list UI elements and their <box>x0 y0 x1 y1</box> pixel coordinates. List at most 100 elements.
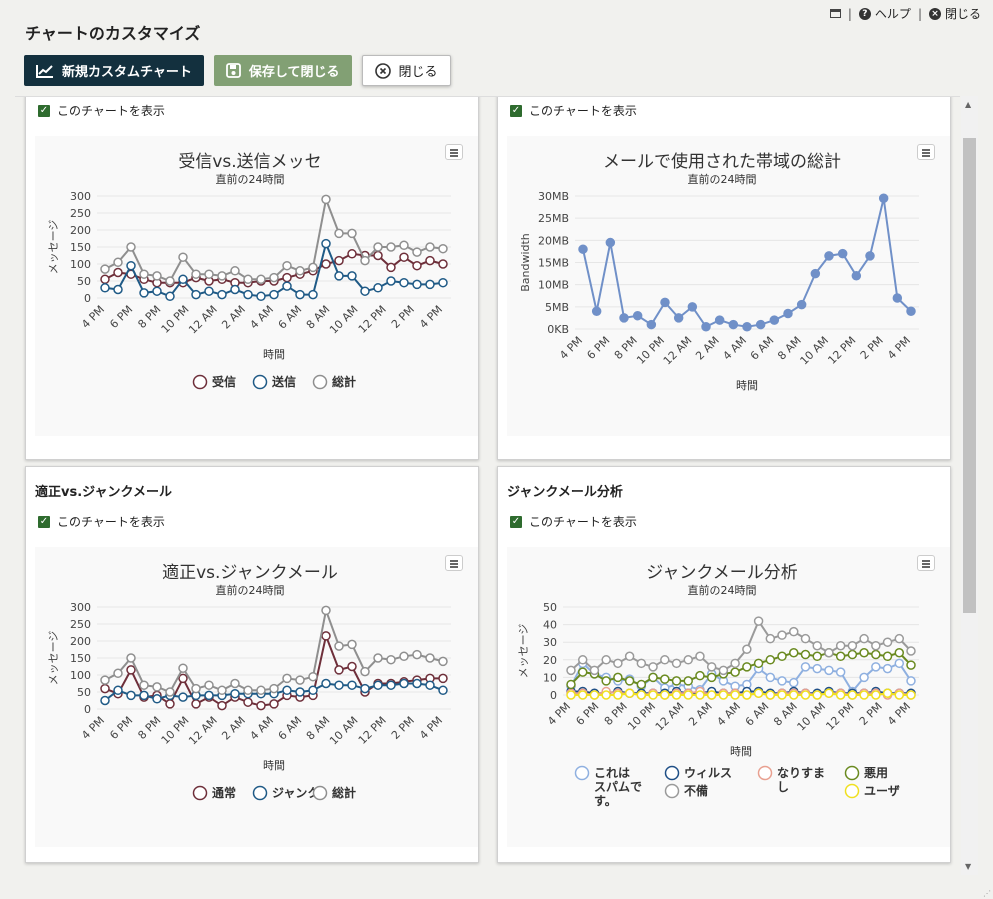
close-link[interactable]: 閉じる <box>944 7 981 21</box>
window-icon[interactable] <box>829 9 841 18</box>
checkmark-icon[interactable]: ✓ <box>38 515 50 528</box>
data-point <box>321 259 331 269</box>
data-point <box>360 255 370 266</box>
save-and-close-button[interactable]: 保存して閉じる <box>213 55 352 86</box>
legend-label[interactable]: 通常 <box>212 785 236 800</box>
legend-marker[interactable] <box>312 374 328 390</box>
legend-label[interactable]: 送信 <box>271 374 296 389</box>
chart-menu-icon[interactable] <box>445 555 463 571</box>
scroll-down-icon[interactable]: ▼ <box>965 862 972 871</box>
legend-marker[interactable] <box>252 785 268 801</box>
x-tick-label: 12 AM <box>653 700 687 734</box>
data-point <box>321 194 331 205</box>
x-tick-label: 10 AM <box>795 700 829 734</box>
data-point <box>578 244 588 254</box>
close-circle-icon[interactable]: × <box>928 7 941 20</box>
legend-label[interactable]: 総計 <box>332 374 356 389</box>
data-point <box>824 665 834 676</box>
checkmark-icon[interactable]: ✓ <box>38 104 50 117</box>
show-chart-label: このチャートを表示 <box>57 104 165 118</box>
data-point <box>683 655 693 665</box>
legend-marker[interactable] <box>844 783 860 799</box>
x-tick-label: 4 PM <box>885 334 913 362</box>
legend-label[interactable]: 受信 <box>212 374 236 389</box>
chart-menu-icon[interactable] <box>445 144 463 160</box>
data-point <box>256 700 266 711</box>
data-point <box>683 676 693 686</box>
data-point <box>100 283 110 293</box>
data-point <box>425 653 435 663</box>
data-point <box>126 260 136 271</box>
help-link[interactable]: ヘルプ <box>874 7 911 21</box>
legend-label[interactable]: ウィルス <box>684 766 732 780</box>
y-tick-label: 0KB <box>547 323 569 336</box>
legend-marker[interactable] <box>844 765 860 781</box>
charts-scroll-area[interactable]: ✓ このチャートを表示 受信vs.送信メッセ 直前の24時間 0 50 100 150 200 2… <box>15 96 960 876</box>
x-tick-label: 10 PM <box>634 334 667 367</box>
data-point <box>824 648 834 658</box>
legend-label[interactable]: なりすま <box>777 766 825 780</box>
y-tick-label: 300 <box>70 190 91 203</box>
data-point <box>765 690 776 700</box>
data-point <box>577 655 588 665</box>
data-point <box>139 680 149 690</box>
show-chart-checkbox[interactable]: ✓ このチャートを表示 <box>510 513 637 530</box>
data-point <box>906 660 916 670</box>
data-point <box>347 228 357 239</box>
close-button[interactable]: 閉じる <box>361 55 451 86</box>
x-tick-label: 4 PM <box>417 303 445 331</box>
checkmark-icon[interactable]: ✓ <box>510 104 522 117</box>
data-point <box>152 682 162 692</box>
x-tick-label: 4 AM <box>247 714 276 743</box>
data-point <box>386 680 396 690</box>
legend-label[interactable]: 悪用 <box>864 766 888 780</box>
legend-label[interactable]: ジャンク <box>272 786 319 800</box>
scrollbar-thumb[interactable] <box>963 138 976 613</box>
legend-marker[interactable] <box>312 785 328 801</box>
x-tick-label: 6 PM <box>107 714 135 742</box>
data-point <box>742 322 752 332</box>
data-point <box>321 631 331 641</box>
vertical-scrollbar[interactable]: ▲ ▼ <box>961 96 978 875</box>
data-point <box>126 242 136 252</box>
data-point <box>295 675 305 685</box>
data-point <box>152 694 162 704</box>
legend-label[interactable]: 総計 <box>332 785 356 800</box>
legend-label[interactable]: これは <box>594 766 630 780</box>
legend-label[interactable]: スパムで <box>594 780 642 794</box>
data-point <box>230 284 240 295</box>
data-point <box>800 690 811 700</box>
x-axis-label: 時間 <box>263 348 285 361</box>
chart-subtitle: 直前の24時間 <box>688 583 757 597</box>
chart-title: メールで使用された帯域の総計 <box>603 151 841 172</box>
legend-marker[interactable] <box>664 783 680 799</box>
data-point <box>882 663 893 674</box>
help-icon[interactable]: ? <box>858 7 871 20</box>
checkmark-icon[interactable]: ✓ <box>510 515 522 528</box>
legend-marker[interactable] <box>192 374 208 390</box>
legend-label[interactable]: 不備 <box>684 783 708 798</box>
legend-marker[interactable] <box>664 765 680 781</box>
data-point <box>191 699 201 709</box>
x-tick-label: 6 PM <box>107 303 135 331</box>
legend-label[interactable]: す。 <box>594 794 617 808</box>
show-chart-checkbox[interactable]: ✓ このチャートを表示 <box>38 513 165 530</box>
legend-label[interactable]: し <box>777 780 789 794</box>
resize-grip-icon[interactable]: ⋰ <box>983 889 991 898</box>
legend-marker[interactable] <box>574 765 590 781</box>
chart-menu-icon[interactable] <box>917 144 935 160</box>
show-chart-checkbox[interactable]: ✓ このチャートを表示 <box>510 102 637 119</box>
legend-marker[interactable] <box>757 765 773 781</box>
legend-marker[interactable] <box>192 785 208 801</box>
chart-menu-icon[interactable] <box>917 555 935 571</box>
show-chart-checkbox[interactable]: ✓ このチャートを表示 <box>38 102 165 119</box>
data-point <box>566 690 576 700</box>
data-point <box>789 648 799 658</box>
legend-label[interactable]: ユーザ <box>864 784 900 798</box>
legend-marker[interactable] <box>252 374 268 390</box>
scroll-up-icon[interactable]: ▲ <box>965 100 972 109</box>
new-custom-chart-button[interactable]: 新規カスタムチャート <box>24 55 204 86</box>
data-point <box>347 271 357 281</box>
